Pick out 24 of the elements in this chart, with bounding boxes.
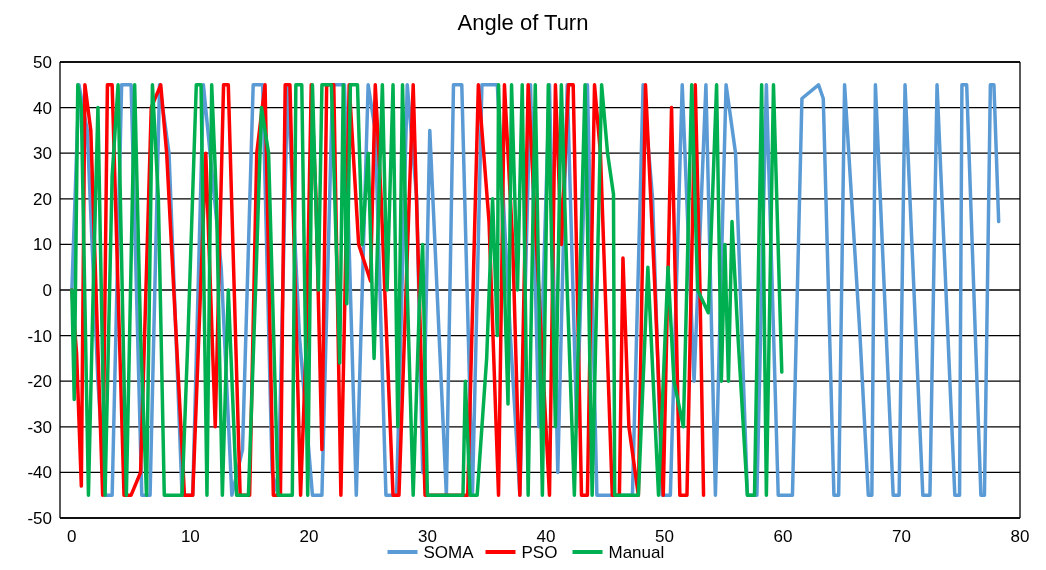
x-tick-label: 50 — [654, 527, 674, 546]
x-tick-label: 40 — [536, 527, 556, 546]
y-tick-label: 10 — [33, 235, 52, 255]
legend-label: SOMA — [423, 543, 475, 562]
y-tick-label: -50 — [27, 508, 52, 528]
x-tick-label: 80 — [1010, 527, 1030, 546]
x-tick-label: 30 — [417, 527, 437, 546]
x-tick-label: 70 — [892, 527, 911, 546]
x-tick-label: 20 — [299, 527, 319, 546]
y-tick-label: 40 — [33, 98, 52, 118]
x-tick-label: 60 — [773, 527, 793, 546]
y-tick-label: 30 — [33, 144, 52, 164]
y-tick-label: -40 — [27, 463, 52, 483]
y-tick-label: -20 — [27, 372, 52, 392]
legend-label: PSO — [521, 543, 558, 562]
y-tick-label: 20 — [33, 189, 52, 209]
y-tick-label: -10 — [27, 326, 52, 346]
y-tick-label: -30 — [27, 417, 52, 437]
legend-label: Manual — [608, 543, 665, 562]
x-tick-label: 0 — [67, 527, 77, 546]
x-tick-label: 10 — [180, 527, 200, 546]
y-tick-label: 0 — [42, 280, 52, 300]
y-tick-label: 50 — [33, 52, 52, 72]
chart-title: Angle of Turn — [457, 10, 589, 35]
